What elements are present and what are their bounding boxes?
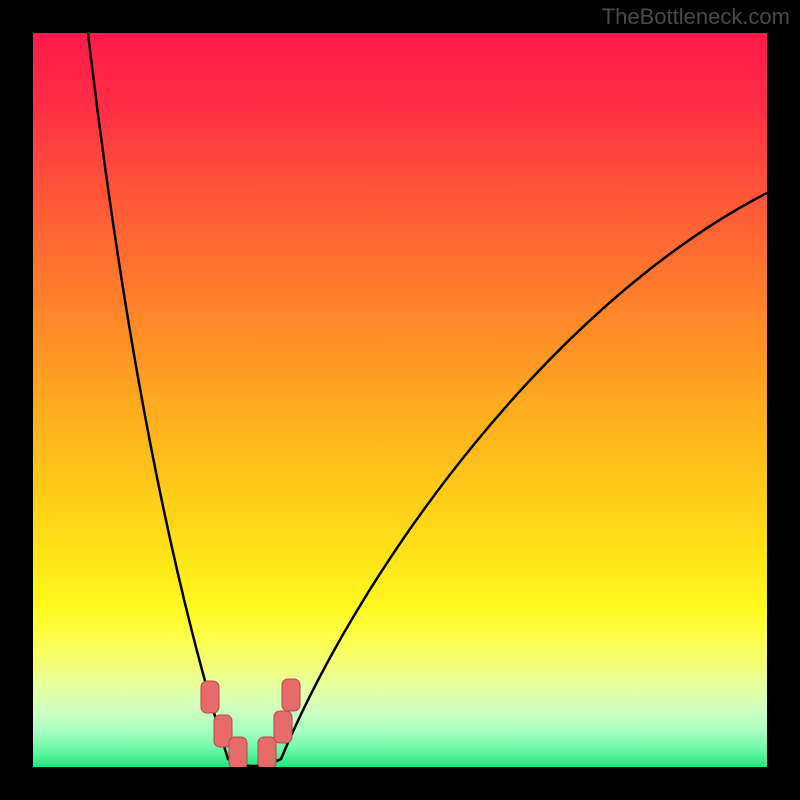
bottleneck-curve <box>33 33 767 767</box>
trough-marker <box>201 681 219 713</box>
trough-marker <box>282 679 300 711</box>
curve-path <box>88 33 767 766</box>
trough-marker <box>229 737 247 767</box>
plot-area <box>33 33 767 767</box>
watermark-text: TheBottleneck.com <box>602 4 790 30</box>
trough-marker <box>258 737 276 767</box>
trough-markers <box>201 679 300 767</box>
trough-marker <box>274 711 292 743</box>
